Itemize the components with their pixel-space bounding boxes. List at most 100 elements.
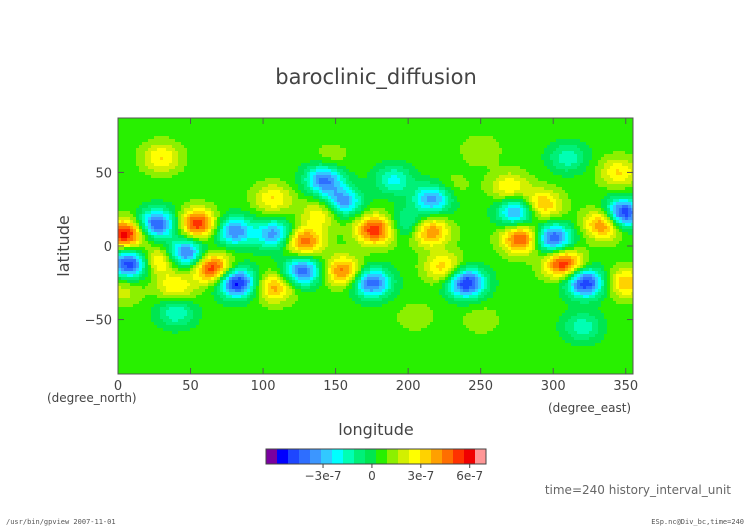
field-cell — [220, 124, 224, 128]
field-cell — [262, 121, 266, 125]
field-cell — [481, 154, 485, 158]
field-cell — [613, 145, 617, 149]
field-cell — [442, 145, 446, 149]
field-cell — [256, 166, 260, 170]
field-cell — [202, 166, 206, 170]
field-cell — [556, 133, 560, 137]
field-cell — [577, 136, 581, 140]
field-cell — [118, 190, 122, 194]
field-cell — [208, 127, 212, 131]
field-cell — [586, 151, 590, 155]
field-cell — [241, 145, 245, 149]
field-cell — [328, 139, 332, 143]
field-cell — [556, 184, 560, 188]
field-cell — [313, 172, 317, 176]
field-cell — [244, 193, 248, 197]
field-cell — [412, 166, 416, 170]
field-cell — [514, 157, 518, 161]
field-cell — [565, 178, 569, 182]
field-cell — [589, 118, 593, 122]
field-cell — [562, 124, 566, 128]
field-cell — [283, 175, 287, 179]
field-cell — [568, 160, 572, 164]
field-cell — [295, 136, 299, 140]
field-cell — [589, 193, 593, 197]
field-cell — [529, 202, 533, 206]
field-cell — [238, 190, 242, 194]
field-cell — [286, 118, 290, 122]
field-cell — [415, 151, 419, 155]
field-cell — [397, 127, 401, 131]
field-cell — [160, 199, 164, 203]
field-cell — [541, 184, 545, 188]
field-cell — [211, 148, 215, 152]
field-cell — [256, 202, 260, 206]
field-cell — [487, 166, 491, 170]
field-cell — [364, 178, 368, 182]
field-cell — [133, 181, 137, 185]
field-cell — [136, 163, 140, 167]
field-cell — [412, 136, 416, 140]
field-cell — [271, 160, 275, 164]
field-cell — [484, 187, 488, 191]
field-cell — [163, 196, 167, 200]
field-cell — [157, 166, 161, 170]
field-cell — [208, 160, 212, 164]
field-cell — [580, 151, 584, 155]
field-cell — [493, 193, 497, 197]
field-cell — [445, 151, 449, 155]
field-cell — [577, 202, 581, 206]
field-cell — [289, 178, 293, 182]
field-cell — [226, 157, 230, 161]
field-cell — [166, 199, 170, 203]
field-cell — [172, 142, 176, 146]
field-cell — [616, 118, 620, 122]
field-cell — [583, 178, 587, 182]
field-cell — [220, 151, 224, 155]
field-cell — [235, 124, 239, 128]
field-cell — [364, 145, 368, 149]
field-cell — [238, 136, 242, 140]
field-cell — [364, 187, 368, 191]
field-cell — [502, 127, 506, 131]
field-cell — [457, 124, 461, 128]
field-cell — [253, 148, 257, 152]
field-cell — [187, 148, 191, 152]
field-cell — [298, 142, 302, 146]
field-cell — [148, 121, 152, 125]
field-cell — [319, 121, 323, 125]
field-cell — [313, 163, 317, 167]
field-cell — [571, 124, 575, 128]
field-cell — [490, 139, 494, 143]
field-cell — [505, 163, 509, 167]
field-cell — [334, 145, 338, 149]
field-cell — [499, 163, 503, 167]
field-cell — [532, 142, 536, 146]
field-cell — [571, 121, 575, 125]
field-cell — [145, 196, 149, 200]
field-cell — [301, 151, 305, 155]
field-cell — [448, 166, 452, 170]
field-cell — [595, 151, 599, 155]
field-cell — [355, 145, 359, 149]
field-cell — [208, 196, 212, 200]
field-cell — [571, 127, 575, 131]
field-cell — [145, 121, 149, 125]
field-cell — [568, 184, 572, 188]
field-cell — [616, 133, 620, 137]
field-cell — [538, 154, 542, 158]
field-cell — [541, 124, 545, 128]
field-cell — [349, 181, 353, 185]
field-cell — [325, 163, 329, 167]
field-cell — [433, 151, 437, 155]
field-cell — [388, 139, 392, 143]
field-cell — [382, 142, 386, 146]
field-cell — [457, 118, 461, 122]
field-cell — [409, 202, 413, 206]
field-cell — [265, 193, 269, 197]
field-cell — [298, 175, 302, 179]
field-cell — [166, 118, 170, 122]
field-cell — [214, 124, 218, 128]
field-cell — [628, 121, 632, 125]
field-cell — [454, 121, 458, 125]
